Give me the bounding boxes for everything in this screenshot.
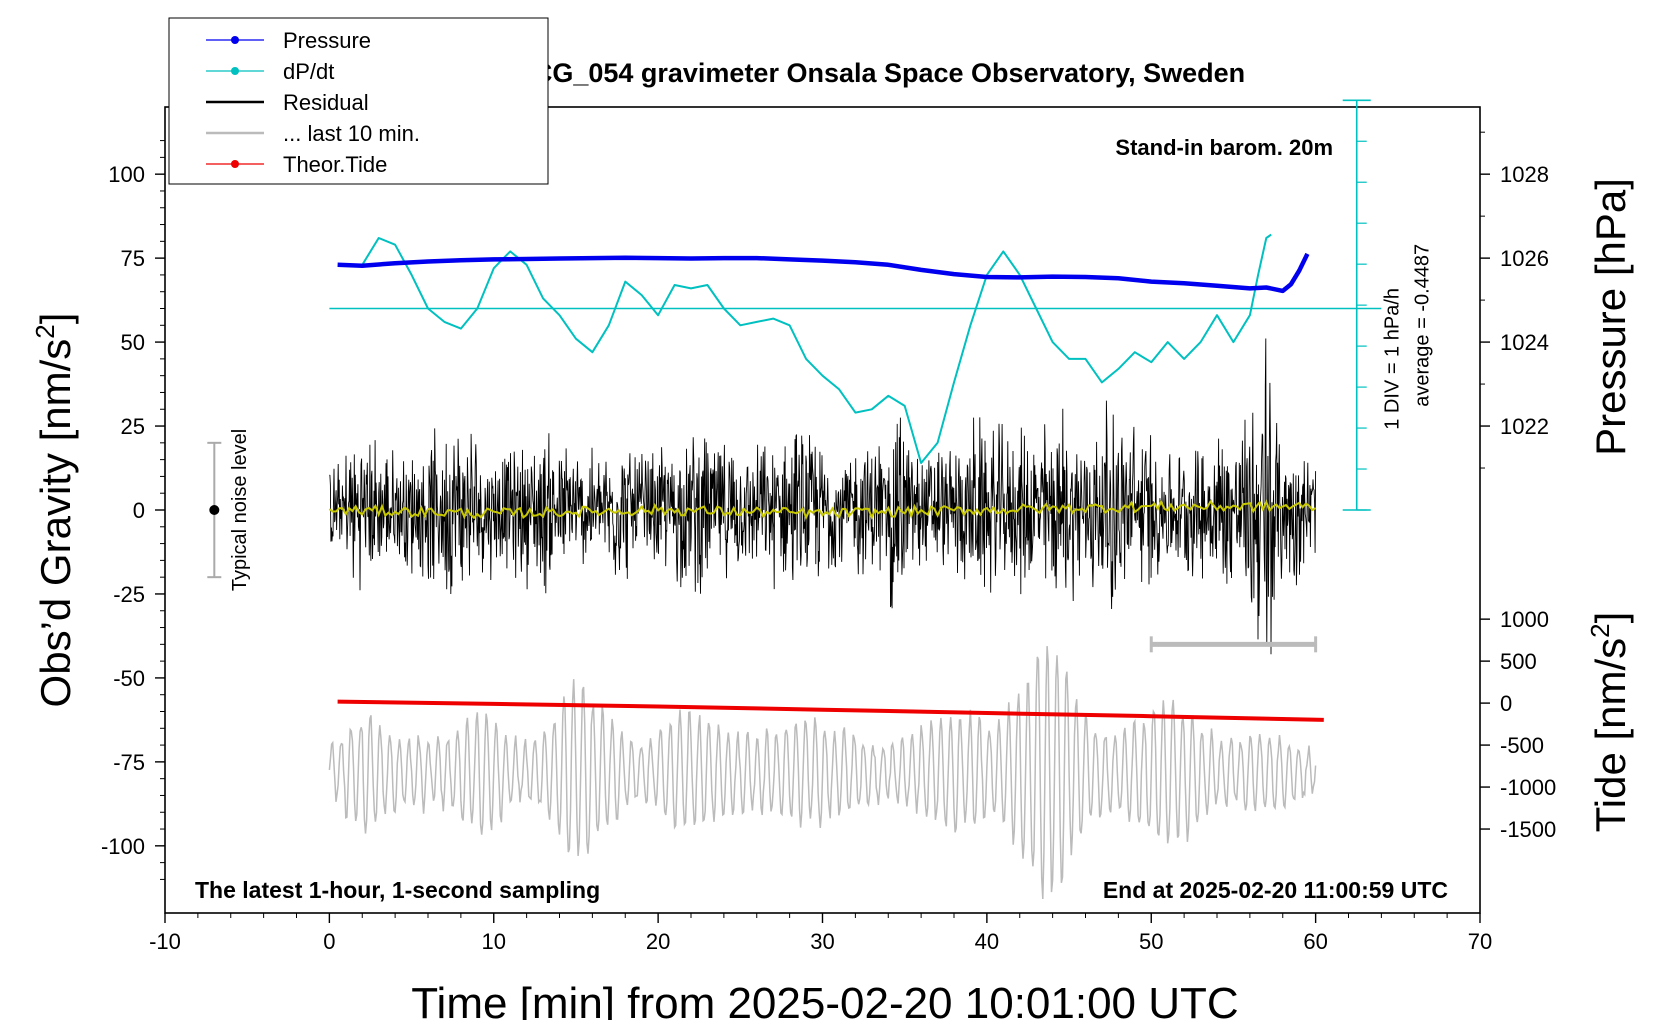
y-axis-label-pressure: Pressure [hPa] (1587, 178, 1634, 456)
x-tick-label: 0 (323, 929, 335, 954)
y-tick-label: -100 (101, 834, 145, 859)
legend-label: Residual (283, 90, 369, 115)
legend-label: dP/dt (283, 59, 334, 84)
x-tick-label: -10 (149, 929, 181, 954)
dpdt-scale-label: 1 DIV = 1 hPa/h (1382, 288, 1404, 430)
x-tick-label: 30 (810, 929, 834, 954)
y-tick-label: 0 (133, 498, 145, 523)
legend-label: Theor.Tide (283, 152, 387, 177)
x-tick-label: 60 (1303, 929, 1327, 954)
legend-label: ... last 10 min. (283, 121, 420, 146)
tide-tick-label: 500 (1500, 649, 1537, 674)
pressure-tick-label: 1022 (1500, 414, 1549, 439)
y-tick-label: 25 (121, 414, 145, 439)
tide-tick-label: 1000 (1500, 607, 1549, 632)
y-tick-label: 100 (108, 162, 145, 187)
x-tick-label: 40 (975, 929, 999, 954)
x-tick-label: 70 (1468, 929, 1492, 954)
y-tick-label: -75 (113, 750, 145, 775)
pressure-tick-labels: 1028 1026 1024 1022 (1500, 162, 1549, 439)
y-tick-label: 50 (121, 330, 145, 355)
tide-tick-label: -1000 (1500, 775, 1556, 800)
tide-tick-labels: 1000 500 0 -500 -1000 -1500 (1500, 607, 1556, 842)
tide-tick-label: 0 (1500, 691, 1512, 716)
x-tick-label: 20 (646, 929, 670, 954)
y-left-tick-labels: 100 75 50 25 0 -25 -50 -75 -100 (101, 162, 145, 859)
tide-tick-label: -500 (1500, 733, 1544, 758)
series-residual (329, 338, 1317, 655)
axis-ticks (155, 131, 1490, 923)
series-theor-tide (337, 699, 1324, 722)
legend-marker (231, 36, 239, 44)
x-tick-labels: -10 0 10 20 30 40 50 60 70 (149, 929, 1492, 954)
x-tick-label: 10 (482, 929, 506, 954)
chart-title: SCG_054 gravimeter Onsala Space Observat… (515, 58, 1245, 88)
latest-annotation: The latest 1-hour, 1-second sampling (195, 877, 600, 903)
y-axis-label-tide: Tide [nm/s2] (1585, 612, 1634, 833)
series-layer (207, 233, 1382, 900)
noise-bar-dot (209, 505, 220, 515)
legend: Pressure dP/dt Residual ... last 10 min. The… (168, 17, 549, 185)
legend-label: Pressure (283, 28, 371, 53)
end-at-annotation: End at 2025-02-20 11:00:59 UTC (1103, 877, 1448, 903)
noise-label: Typical noise level (229, 429, 251, 591)
y-tick-label: 75 (121, 246, 145, 271)
legend-marker (231, 67, 239, 75)
y-axis-label-left: Obs’d Gravity [nm/s2] (30, 313, 79, 708)
tide-tick-label: -1500 (1500, 817, 1556, 842)
series-pressure (337, 252, 1310, 294)
legend-marker (231, 160, 239, 168)
series-last-10-min (328, 646, 1317, 900)
pressure-tick-label: 1028 (1500, 162, 1549, 187)
dpdt-scale: 1 DIV = 1 hPa/h average = -0.4487 (1342, 99, 1434, 511)
y-tick-label: -25 (113, 582, 145, 607)
y-tick-label: -50 (113, 666, 145, 691)
x-tick-label: 50 (1139, 929, 1163, 954)
series-smoothed-residual (328, 499, 1317, 521)
dpdt-average-label: average = -0.4487 (1412, 244, 1434, 407)
pressure-tick-label: 1026 (1500, 246, 1549, 271)
stand-in-annotation: Stand-in barom. 20m (1115, 135, 1333, 160)
pressure-tick-label: 1024 (1500, 330, 1549, 355)
x-axis-label: Time [min] from 2025-02-20 10:01:00 UTC (411, 979, 1238, 1020)
